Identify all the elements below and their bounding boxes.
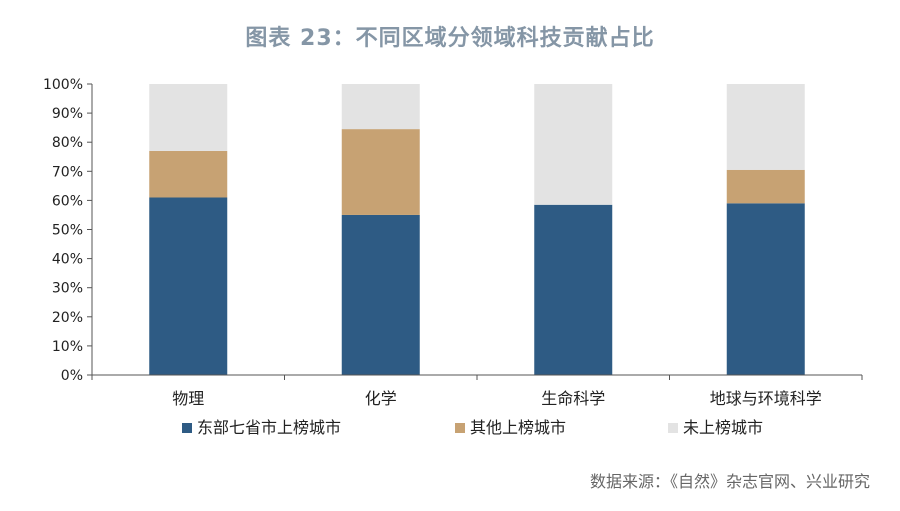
y-tick-label: 40%	[52, 252, 83, 268]
bar-segment-2	[726, 169, 805, 204]
bars	[149, 84, 805, 375]
y-axis: 0% 10% 20% 30% 40% 50% 60% 70% 80% 90% 100%	[43, 77, 93, 384]
bar-segment-1	[149, 197, 228, 375]
legend-swatch-1	[182, 423, 192, 433]
bar-segment-3	[726, 84, 805, 170]
y-tick-label: 100%	[43, 77, 83, 93]
legend-swatch-2	[455, 423, 465, 433]
y-tick-label: 80%	[52, 135, 83, 151]
chart-title: 图表 23：不同区域分领域科技贡献占比	[245, 26, 655, 51]
y-tick-label: 60%	[52, 193, 83, 209]
y-tick-label: 90%	[52, 106, 83, 122]
bar-segment-3	[534, 84, 613, 205]
legend-swatch-3	[668, 423, 678, 433]
source-note: 数据来源：《自然》杂志官网、兴业研究	[589, 472, 870, 491]
y-tick-label: 70%	[52, 164, 83, 180]
bar-segment-2	[149, 150, 228, 198]
y-tick-label: 50%	[52, 223, 83, 239]
x-tick-label: 化学	[365, 389, 397, 408]
bar-segment-1	[341, 214, 420, 375]
x-tick-label: 生命科学	[541, 389, 605, 408]
x-axis: 物理 化学 生命科学 地球与环境科学	[91, 374, 863, 408]
legend-label-3: 未上榜城市	[683, 418, 763, 437]
y-tick-label: 0%	[61, 368, 83, 384]
bar-segment-2	[341, 129, 420, 215]
y-tick-label: 10%	[52, 339, 83, 355]
bar-segment-3	[149, 84, 228, 151]
x-tick-label: 地球与环境科学	[710, 389, 822, 408]
legend: 东部七省市上榜城市 其他上榜城市 未上榜城市	[182, 418, 763, 437]
legend-label-2: 其他上榜城市	[470, 418, 566, 437]
bar-segment-1	[534, 204, 613, 375]
legend-label-1: 东部七省市上榜城市	[197, 418, 341, 437]
bar-segment-1	[726, 203, 805, 375]
y-tick-label: 30%	[52, 281, 83, 297]
x-tick-label: 物理	[172, 389, 204, 408]
bar-segment-3	[341, 84, 420, 130]
y-tick-label: 20%	[52, 310, 83, 326]
